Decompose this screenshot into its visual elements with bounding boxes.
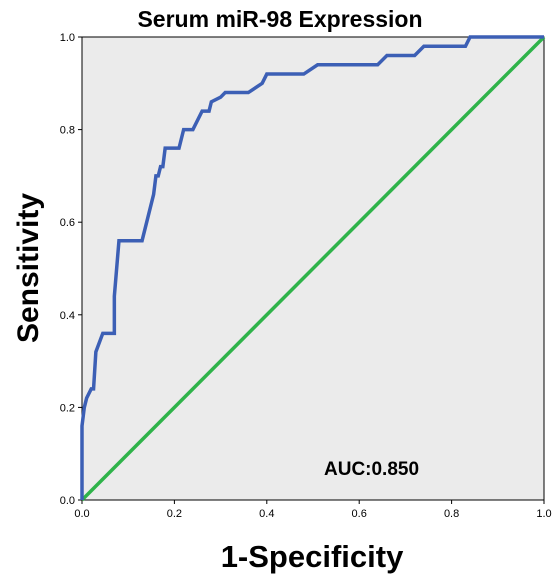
chart-title: Serum miR-98 Expression [137, 6, 422, 32]
y-tick-label: 0.2 [60, 402, 75, 414]
y-tick-label: 0.0 [60, 495, 75, 507]
x-tick-label: 0.8 [444, 508, 459, 520]
x-tick-label: 0.6 [352, 508, 367, 520]
y-tick-label: 1.0 [60, 32, 75, 44]
y-tick-label: 0.4 [60, 310, 75, 322]
x-tick-label: 0.4 [259, 508, 274, 520]
x-tick-label: 0.0 [74, 508, 89, 520]
x-tick-label: 1.0 [536, 508, 551, 520]
y-axis-label: Sensitivity [12, 193, 45, 343]
y-tick-label: 0.8 [60, 125, 75, 137]
y-tick-label: 0.6 [60, 217, 75, 229]
x-tick-label: 0.2 [167, 508, 182, 520]
x-axis-label: 1-Specificity [221, 539, 404, 574]
auc-annotation: AUC:0.850 [324, 459, 419, 480]
